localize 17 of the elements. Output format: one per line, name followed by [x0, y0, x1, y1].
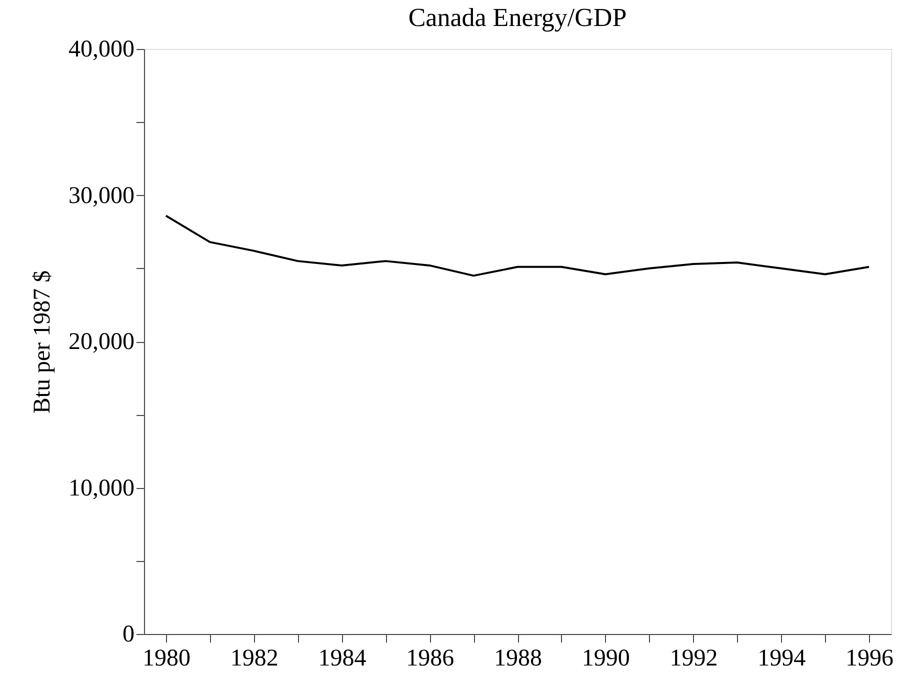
- x-tick-label: 1994: [758, 646, 806, 672]
- x-tick-label: 1996: [846, 646, 894, 672]
- y-tick-label: 0: [122, 622, 134, 648]
- x-tick-label: 1988: [494, 646, 542, 672]
- y-tick-label: 40,000: [68, 36, 134, 62]
- x-tick-label: 1986: [406, 646, 454, 672]
- x-tick-label: 1992: [670, 646, 718, 672]
- x-tick-label: 1990: [582, 646, 630, 672]
- x-tick-label: 1982: [230, 646, 278, 672]
- y-tick-label: 30,000: [68, 182, 134, 209]
- x-tick-label: 1984: [318, 646, 366, 672]
- y-tick-label: 10,000: [68, 475, 134, 502]
- chart-title: Canada Energy/GDP: [408, 3, 627, 32]
- x-tick-label: 1980: [142, 646, 190, 672]
- y-tick-label: 20,000: [68, 329, 134, 355]
- line-series: [164, 214, 870, 277]
- y-axis-title: Btu per 1987 $: [30, 270, 56, 414]
